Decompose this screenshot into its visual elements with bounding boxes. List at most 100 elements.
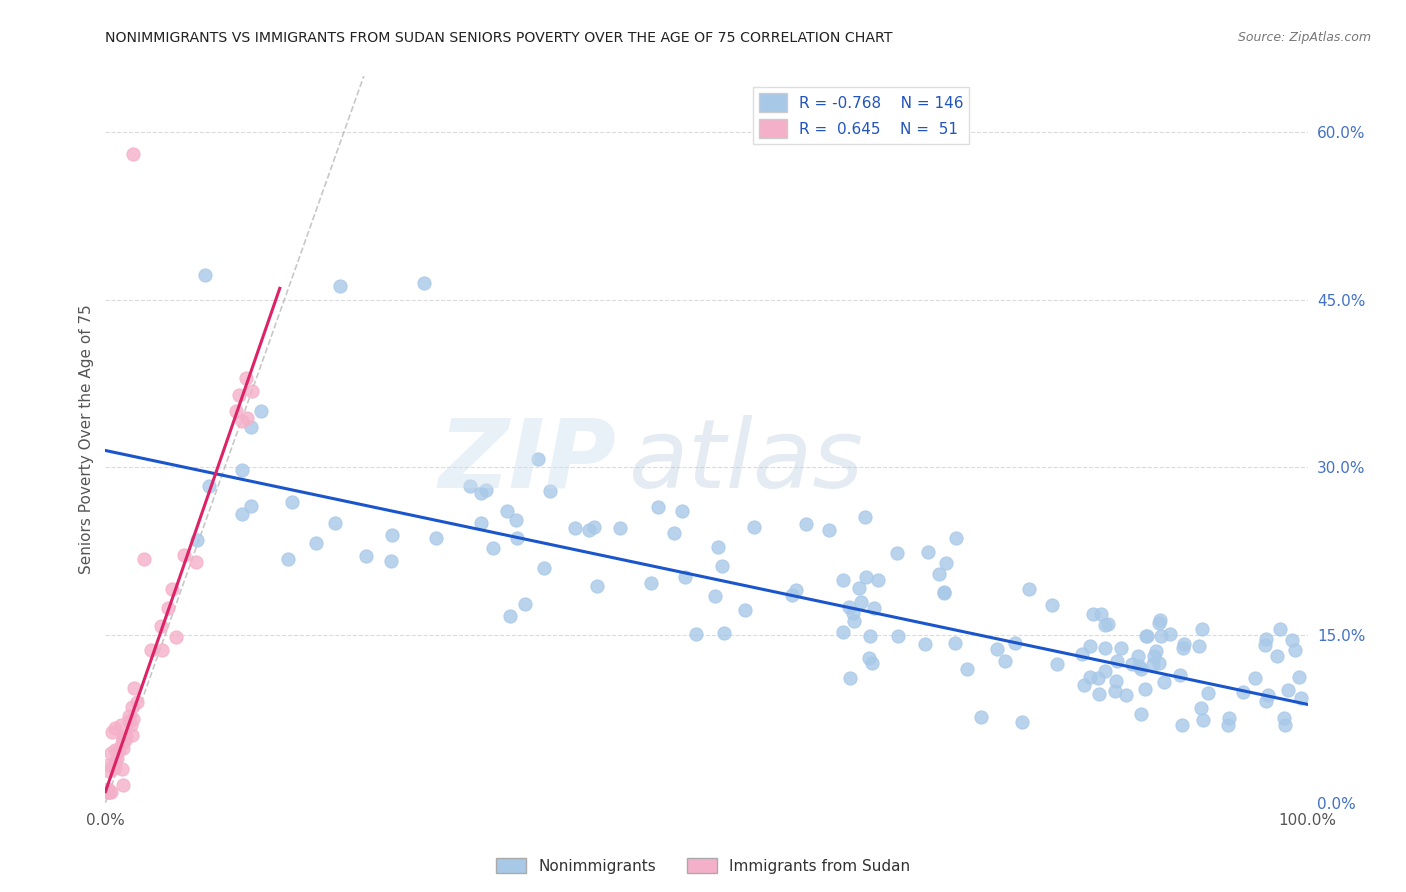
Point — [886, 546, 908, 560]
Point — [1254, 693, 1277, 707]
Point — [150, 619, 173, 633]
Point — [664, 526, 686, 541]
Point — [1173, 637, 1195, 651]
Point — [1070, 648, 1092, 662]
Point — [100, 746, 122, 760]
Point — [111, 740, 134, 755]
Point — [1105, 673, 1128, 688]
Point — [458, 479, 481, 493]
Point — [1267, 649, 1289, 664]
Point — [1277, 682, 1299, 697]
Point — [184, 555, 207, 569]
Point — [470, 516, 492, 530]
Point — [111, 762, 134, 776]
Point — [1254, 632, 1277, 647]
Point — [785, 582, 807, 597]
Point — [1170, 717, 1192, 731]
Point — [780, 588, 803, 602]
Point — [917, 545, 939, 559]
Point — [794, 516, 817, 531]
Point — [107, 743, 129, 757]
Point — [1115, 688, 1137, 702]
Point — [647, 500, 669, 514]
Point — [122, 147, 145, 161]
Point — [1257, 688, 1279, 702]
Point — [231, 463, 253, 477]
Point — [713, 626, 735, 640]
Point — [817, 523, 839, 537]
Point — [848, 581, 870, 595]
Point — [1149, 613, 1171, 627]
Point — [160, 582, 183, 597]
Point — [132, 552, 155, 566]
Point — [1078, 670, 1101, 684]
Point — [586, 579, 609, 593]
Point — [281, 495, 304, 509]
Point — [121, 728, 143, 742]
Point — [578, 523, 600, 537]
Point — [887, 629, 910, 643]
Point — [1254, 638, 1277, 652]
Legend: Nonimmigrants, Immigrants from Sudan: Nonimmigrants, Immigrants from Sudan — [489, 852, 917, 880]
Point — [1088, 687, 1111, 701]
Point — [831, 625, 853, 640]
Point — [498, 608, 520, 623]
Point — [1274, 717, 1296, 731]
Point — [866, 573, 889, 587]
Point — [173, 548, 195, 562]
Point — [231, 508, 253, 522]
Point — [112, 778, 135, 792]
Point — [425, 531, 447, 545]
Point — [122, 681, 145, 695]
Point — [859, 629, 882, 643]
Point — [986, 642, 1008, 657]
Point — [1281, 632, 1303, 647]
Point — [1136, 629, 1159, 643]
Point — [101, 760, 124, 774]
Point — [97, 757, 120, 772]
Point — [685, 627, 707, 641]
Point — [851, 595, 873, 609]
Point — [1087, 671, 1109, 685]
Point — [838, 599, 860, 614]
Text: NONIMMIGRANTS VS IMMIGRANTS FROM SUDAN SENIORS POVERTY OVER THE AGE OF 75 CORREL: NONIMMIGRANTS VS IMMIGRANTS FROM SUDAN S… — [105, 31, 893, 45]
Point — [1126, 649, 1149, 664]
Point — [97, 784, 120, 798]
Point — [1129, 662, 1152, 676]
Point — [198, 479, 221, 493]
Point — [112, 730, 135, 744]
Point — [1018, 582, 1040, 596]
Point — [706, 541, 728, 555]
Point — [323, 516, 346, 530]
Point — [1135, 629, 1157, 643]
Point — [1188, 639, 1211, 653]
Point — [1218, 711, 1240, 725]
Point — [1272, 711, 1295, 725]
Point — [380, 554, 402, 568]
Point — [1004, 636, 1026, 650]
Point — [1142, 657, 1164, 671]
Point — [1189, 701, 1212, 715]
Point — [842, 614, 865, 628]
Point — [231, 414, 253, 428]
Point — [111, 736, 134, 750]
Point — [506, 531, 529, 545]
Point — [1094, 618, 1116, 632]
Point — [277, 552, 299, 566]
Point — [1150, 629, 1173, 643]
Point — [250, 404, 273, 418]
Point — [482, 541, 505, 556]
Point — [1232, 685, 1254, 699]
Point — [1288, 670, 1310, 684]
Point — [505, 513, 527, 527]
Point — [1104, 684, 1126, 698]
Point — [1171, 640, 1194, 655]
Point — [112, 733, 135, 747]
Point — [994, 654, 1017, 668]
Point — [671, 504, 693, 518]
Point — [194, 268, 217, 282]
Point — [838, 671, 860, 685]
Point — [381, 528, 404, 542]
Legend: R = -0.768    N = 146, R =  0.645    N =  51: R = -0.768 N = 146, R = 0.645 N = 51 — [752, 87, 969, 145]
Point — [1097, 616, 1119, 631]
